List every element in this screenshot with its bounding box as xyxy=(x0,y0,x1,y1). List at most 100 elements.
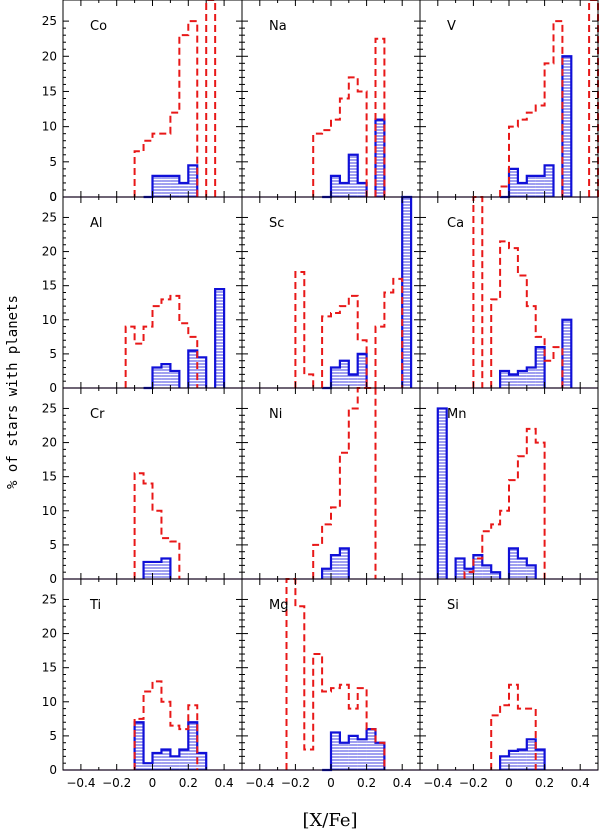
y-tick-label: 15 xyxy=(42,279,57,293)
blue-bar xyxy=(331,555,340,579)
blue-bar xyxy=(170,175,180,197)
blue-bar xyxy=(188,350,198,388)
x-tick-label: −0.2 xyxy=(102,776,131,790)
red-dashed-histogram xyxy=(490,683,537,770)
panel-ni: Ni xyxy=(241,387,421,580)
blue-bar xyxy=(348,735,358,770)
panel-label: Ti xyxy=(89,598,101,613)
x-tick-label: 0 xyxy=(327,776,335,790)
blue-bar xyxy=(161,175,171,197)
blue-bar xyxy=(375,119,385,197)
panel-ti: 5 10 15 20 25 0 −0.4 −0.2 0 0.2 0.4 Ti xyxy=(42,578,243,790)
panel-na: Na xyxy=(241,0,421,199)
x-tick-label: −0.4 xyxy=(245,776,274,790)
panel-grid: 0 5 10 15 20 25 0 Co Na V 5 10 15 20 25 0 Al Sc Ca 5 10 15 20 2… xyxy=(42,0,599,790)
blue-histogram-outline xyxy=(321,547,350,579)
blue-bar xyxy=(170,756,180,770)
red-dashed-histogram xyxy=(312,387,377,579)
y-tick-label: 0 xyxy=(49,572,57,586)
red-dashed-histogram xyxy=(499,0,599,197)
y-tick-label: 5 xyxy=(49,729,57,743)
blue-bar xyxy=(517,558,527,579)
red-dashed-histogram xyxy=(472,196,564,388)
blue-bar xyxy=(197,357,207,388)
panel-label: Cr xyxy=(90,407,105,422)
x-tick-label: 0.4 xyxy=(571,776,590,790)
panel-label: Mg xyxy=(269,598,288,613)
x-tick-label: −0.4 xyxy=(66,776,95,790)
panel-mn: Mn xyxy=(419,387,599,580)
x-tick-label: 0.2 xyxy=(535,776,554,790)
panel-ca: Ca xyxy=(419,196,599,389)
blue-bar xyxy=(331,367,340,388)
panel-cr: 5 10 15 20 25 0 Cr xyxy=(42,387,243,586)
blue-bar xyxy=(348,154,358,197)
blue-bar xyxy=(473,555,483,579)
blue-bar xyxy=(188,722,198,770)
blue-histogram-outline xyxy=(436,407,537,579)
red-dashed-histogram xyxy=(124,294,199,388)
blue-bar xyxy=(152,367,162,388)
x-tick-label: 0.2 xyxy=(179,776,198,790)
blue-bar xyxy=(348,374,358,388)
blue-bar xyxy=(562,319,572,388)
x-tick-label: 0 xyxy=(505,776,513,790)
blue-bar xyxy=(509,168,518,197)
blue-bar xyxy=(526,739,536,770)
y-tick-label: 10 xyxy=(42,504,57,518)
blue-bar xyxy=(339,360,349,388)
blue-bar xyxy=(517,370,527,388)
panel-label: Na xyxy=(269,19,287,34)
blue-bar xyxy=(366,729,376,770)
x-tick-label: −0.2 xyxy=(459,776,488,790)
x-tick-label: 0 xyxy=(149,776,157,790)
blue-bar xyxy=(339,548,349,579)
blue-bar xyxy=(526,367,536,388)
y-tick-label: 15 xyxy=(42,84,57,98)
panel-label: Ca xyxy=(447,216,464,231)
red-dashed-histogram xyxy=(312,37,386,197)
blue-bar xyxy=(535,175,545,197)
blue-bar xyxy=(437,408,447,579)
panel-si: −0.4 −0.2 0 0.2 0.4 Si xyxy=(419,578,599,790)
x-tick-label: 0.4 xyxy=(393,776,412,790)
y-tick-label: 15 xyxy=(42,470,57,484)
y-tick-label: 5 xyxy=(49,347,57,361)
blue-bar xyxy=(339,742,349,770)
y-tick-label: 25 xyxy=(42,14,57,28)
blue-bar xyxy=(161,749,171,770)
blue-bar xyxy=(134,722,144,770)
blue-bar xyxy=(562,56,572,198)
blue-bar xyxy=(464,568,474,579)
blue-bar xyxy=(161,558,171,579)
blue-bar xyxy=(179,749,189,770)
panel-sc: Sc xyxy=(241,195,421,390)
y-tick-label: 10 xyxy=(42,120,57,134)
x-tick-label: −0.4 xyxy=(423,776,452,790)
blue-bar xyxy=(143,763,153,770)
y-tick-label: 5 xyxy=(49,155,57,169)
blue-bar xyxy=(161,364,171,388)
x-axis-title: [X/Fe] xyxy=(302,810,357,831)
blue-bar xyxy=(339,182,349,197)
y-tick-label: 0 xyxy=(49,381,57,395)
blue-bar xyxy=(500,756,509,770)
blue-bar xyxy=(215,289,225,388)
blue-bar xyxy=(509,548,518,579)
blue-bar xyxy=(491,572,501,579)
panel-label: Si xyxy=(447,598,459,613)
x-tick-label: 0.2 xyxy=(357,776,376,790)
blue-bar xyxy=(455,558,465,579)
y-tick-label: 15 xyxy=(42,661,57,675)
red-dashed-histogram xyxy=(133,680,199,770)
panel-label: Ni xyxy=(269,407,282,422)
blue-bar xyxy=(517,749,527,770)
blue-bar xyxy=(179,182,189,197)
x-tick-label: −0.2 xyxy=(281,776,310,790)
panel-label: Sc xyxy=(269,216,284,231)
blue-histogram-outline xyxy=(142,557,172,579)
blue-bar xyxy=(331,732,340,770)
blue-bar xyxy=(482,565,492,579)
y-tick-label: 10 xyxy=(42,695,57,709)
